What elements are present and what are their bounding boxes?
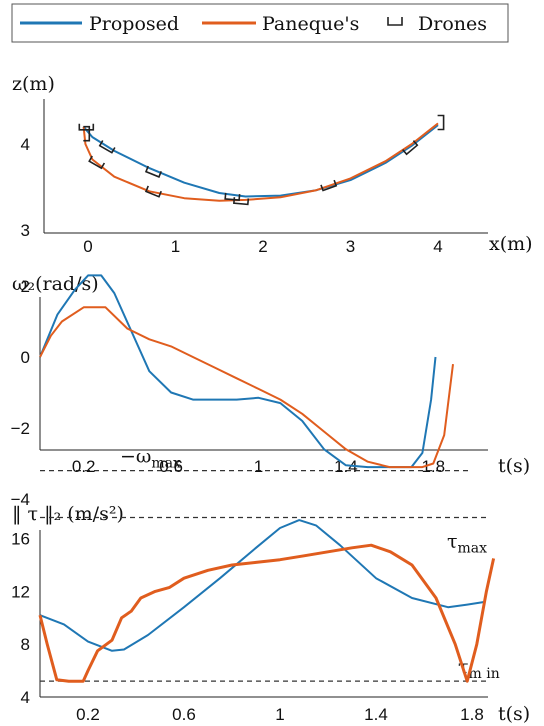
panel3-xlabel: t(s) <box>498 703 530 725</box>
panel3-ytick-0: 4 <box>21 688 30 707</box>
tau-max-symbol: τ <box>447 530 458 552</box>
panel3-ytick-3: 16 <box>11 530 30 549</box>
panel2-ytick-3: −4 <box>11 490 30 509</box>
panel3-series-paneque <box>38 543 496 683</box>
panel2-xtick-0: 0.2 <box>72 457 96 476</box>
panel1-xtick-3: 3 <box>346 237 355 256</box>
panel3-ylabel: ‖ τ ‖₂ (m/s²) <box>12 503 124 525</box>
panel2-ytick-0: 2 <box>21 277 30 296</box>
panel2-xtick-4: 1.8 <box>421 457 445 476</box>
trajectory-panel: z(m) x(m) 0 1 2 3 4 3 4 <box>12 73 533 256</box>
panel3-ytick-1: 8 <box>21 635 30 654</box>
panel2-ytick-1: 0 <box>21 348 30 367</box>
drone-marker-6 <box>224 192 241 201</box>
legend-drone-icon <box>387 17 403 26</box>
panel2-ylabel: ω₂(rad/s) <box>12 273 99 295</box>
panel2-series-proposed <box>39 274 437 469</box>
panel1-ytick-0: 3 <box>21 221 30 240</box>
panel1-xtick-4: 4 <box>433 237 442 256</box>
panel1-ylabel: z(m) <box>12 73 55 95</box>
drone-marker-9 <box>402 140 419 156</box>
panel1-xlabel: x(m) <box>489 233 533 255</box>
panel1-xtick-2: 2 <box>258 237 267 256</box>
panel1-series-proposed <box>82 124 439 198</box>
drone-marker-8 <box>320 179 338 192</box>
panel2-xlabel: t(s) <box>498 455 530 477</box>
tau-max-subscript: max <box>458 540 488 556</box>
panel3-series-proposed <box>39 519 485 652</box>
drone-marker-3 <box>98 140 116 154</box>
drone-marker-4 <box>144 165 162 178</box>
legend: Proposed Paneque's Drones <box>11 3 509 43</box>
panel3-xtick-1: 0.6 <box>172 705 196 724</box>
panel2-xtick-1: 0.6 <box>159 457 183 476</box>
panel1-ytick-1: 4 <box>21 135 30 154</box>
omega-max-symbol: −ω <box>120 446 151 468</box>
drone-marker-10 <box>437 114 445 131</box>
tau-min-subscript: m in <box>469 666 500 682</box>
legend-paneque-label: Paneque's <box>262 13 359 35</box>
omega-max-subscript: max <box>151 456 181 472</box>
drone-marker-1 <box>83 125 91 142</box>
panel3-xtick-0: 0.2 <box>76 705 100 724</box>
legend-proposed-label: Proposed <box>89 13 179 35</box>
panel3-xtick-2: 1 <box>275 705 284 724</box>
panel1-xtick-0: 0 <box>83 237 92 256</box>
panel3-ytick-2: 12 <box>11 582 30 601</box>
panel2-ytick-2: −2 <box>11 419 30 438</box>
drone-marker-2 <box>88 155 106 170</box>
panel1-xtick-1: 1 <box>171 237 180 256</box>
legend-drones-label: Drones <box>418 13 487 35</box>
legend-box <box>11 3 509 43</box>
drone-marker-5 <box>144 185 162 198</box>
panel2-series-paneque <box>39 306 454 469</box>
panel1-series-paneque <box>82 122 439 202</box>
tau-max-label: τmax <box>447 530 487 556</box>
omega-max-label: −ωmax <box>120 446 181 472</box>
panel2-xtick-2: 1 <box>254 457 263 476</box>
panel3-xtick-4: 1.8 <box>460 705 484 724</box>
drone-marker-7 <box>232 197 250 206</box>
panel3-xtick-3: 1.4 <box>364 705 388 724</box>
thrust-panel: ‖ τ ‖₂ (m/s²) t(s) τmax τ m in 0.2 0.6 1 1.4… <box>11 503 530 725</box>
omega-panel: ω₂(rad/s) t(s) −ωmax 0.2 0.6 1 1.4 1.820−2−4 <box>11 273 531 509</box>
drone-marker-0 <box>78 123 95 131</box>
